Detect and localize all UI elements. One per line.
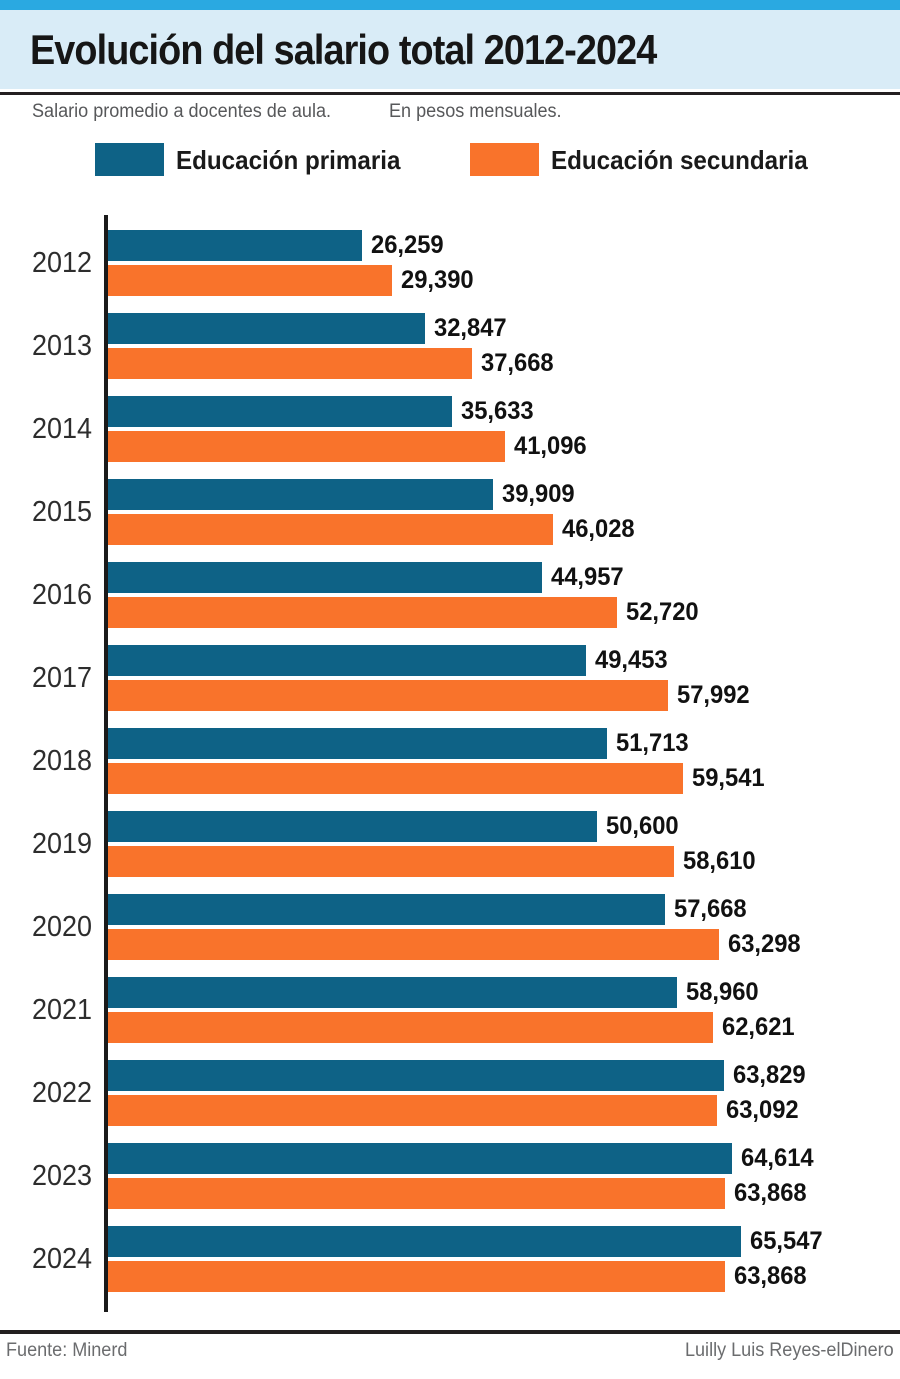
bar-value-primaria-2012: 26,259 (371, 231, 444, 259)
bar-secundaria-2019 (108, 846, 674, 877)
bar-value-secundaria-2015: 46,028 (562, 515, 635, 543)
bar-primaria-2020 (108, 894, 665, 925)
bar-value-primaria-2024: 65,547 (750, 1227, 823, 1255)
year-label-2013: 2013 (32, 329, 92, 362)
bar-secundaria-2016 (108, 597, 617, 628)
bar-value-primaria-2017: 49,453 (595, 646, 668, 674)
subtitle-units: En pesos mensuales. (389, 101, 562, 122)
bar-value-primaria-2018: 51,713 (616, 729, 689, 757)
bar-primaria-2021 (108, 977, 677, 1008)
bar-secundaria-2021 (108, 1012, 713, 1043)
header-band (0, 10, 900, 89)
bar-value-secundaria-2020: 63,298 (728, 930, 801, 958)
year-label-2023: 2023 (32, 1159, 92, 1192)
year-label-2024: 2024 (32, 1242, 92, 1275)
year-label-2018: 2018 (32, 744, 92, 777)
bar-value-secundaria-2013: 37,668 (481, 349, 554, 377)
bar-primaria-2022 (108, 1060, 724, 1091)
year-label-2016: 2016 (32, 578, 92, 611)
bar-primaria-2014 (108, 396, 452, 427)
year-label-2019: 2019 (32, 827, 92, 860)
page-title: Evolución del salario total 2012-2024 (30, 26, 657, 73)
bar-value-primaria-2021: 58,960 (686, 978, 759, 1006)
bar-value-primaria-2020: 57,668 (674, 895, 747, 923)
bar-primaria-2012 (108, 230, 362, 261)
bar-secundaria-2024 (108, 1261, 725, 1292)
bar-value-primaria-2022: 63,829 (733, 1061, 806, 1089)
bar-primaria-2016 (108, 562, 542, 593)
legend-label-primaria: Educación primaria (176, 145, 401, 175)
top-accent-strip (0, 0, 900, 10)
year-label-2012: 2012 (32, 246, 92, 279)
bar-primaria-2024 (108, 1226, 741, 1257)
year-label-2020: 2020 (32, 910, 92, 943)
bar-secundaria-2023 (108, 1178, 725, 1209)
bar-primaria-2017 (108, 645, 586, 676)
bar-value-secundaria-2014: 41,096 (514, 432, 587, 460)
legend-swatch-secundaria (470, 143, 539, 176)
footer-divider (0, 1330, 900, 1334)
bar-primaria-2015 (108, 479, 493, 510)
bar-value-secundaria-2022: 63,092 (726, 1096, 799, 1124)
bar-value-secundaria-2016: 52,720 (626, 598, 699, 626)
bar-value-primaria-2016: 44,957 (551, 563, 624, 591)
bar-value-secundaria-2019: 58,610 (683, 847, 756, 875)
bar-value-primaria-2023: 64,614 (741, 1144, 814, 1172)
bar-secundaria-2014 (108, 431, 505, 462)
year-label-2017: 2017 (32, 661, 92, 694)
bar-secundaria-2022 (108, 1095, 717, 1126)
year-label-2022: 2022 (32, 1076, 92, 1109)
bar-value-secundaria-2012: 29,390 (401, 266, 474, 294)
bar-primaria-2023 (108, 1143, 732, 1174)
bar-value-primaria-2014: 35,633 (461, 397, 534, 425)
bar-value-secundaria-2017: 57,992 (677, 681, 750, 709)
bar-primaria-2019 (108, 811, 597, 842)
year-label-2014: 2014 (32, 412, 92, 445)
subtitle-description: Salario promedio a docentes de aula. (32, 101, 332, 122)
legend-label-secundaria: Educación secundaria (551, 145, 808, 175)
bar-value-secundaria-2018: 59,541 (692, 764, 765, 792)
header-divider (0, 92, 900, 95)
bar-chart: 2012 26,259 29,390 2013 32,847 37,668 2014 35,6… (0, 215, 900, 1325)
author-credit: Luilly Luis Reyes-elDinero (685, 1340, 894, 1361)
bar-value-secundaria-2024: 63,868 (734, 1262, 807, 1290)
bar-secundaria-2017 (108, 680, 668, 711)
bar-secundaria-2018 (108, 763, 683, 794)
bar-value-primaria-2015: 39,909 (502, 480, 575, 508)
bar-secundaria-2015 (108, 514, 553, 545)
y-axis-line (104, 215, 108, 1312)
bar-primaria-2018 (108, 728, 607, 759)
bar-secundaria-2020 (108, 929, 719, 960)
legend-swatch-primaria (95, 143, 164, 176)
bar-value-secundaria-2021: 62,621 (722, 1013, 795, 1041)
bar-secundaria-2013 (108, 348, 472, 379)
bar-value-primaria-2019: 50,600 (606, 812, 679, 840)
bar-value-primaria-2013: 32,847 (434, 314, 507, 342)
bar-value-secundaria-2023: 63,868 (734, 1179, 807, 1207)
year-label-2021: 2021 (32, 993, 92, 1026)
source-credit: Fuente: Minerd (6, 1340, 128, 1361)
bar-secundaria-2012 (108, 265, 392, 296)
bar-primaria-2013 (108, 313, 425, 344)
year-label-2015: 2015 (32, 495, 92, 528)
